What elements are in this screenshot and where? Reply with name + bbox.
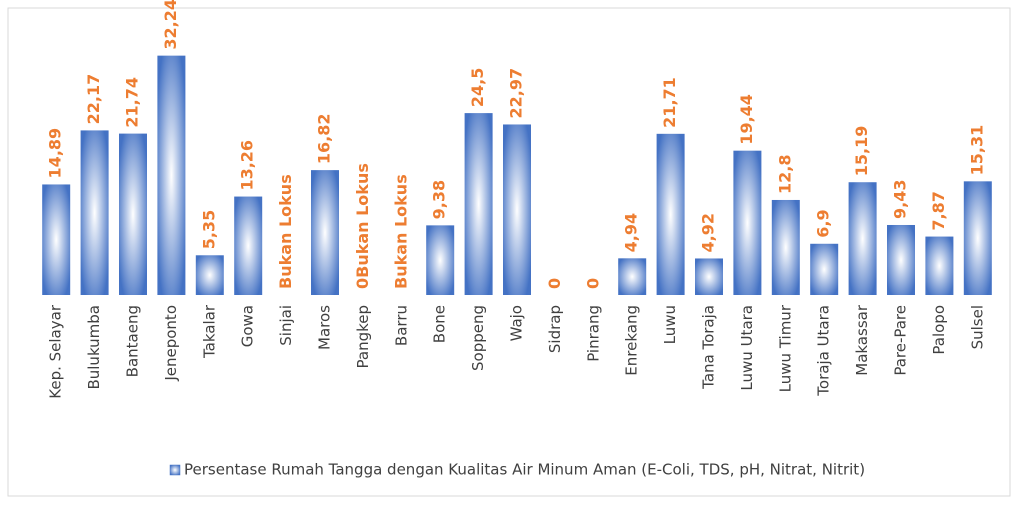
data-label: 22,17 <box>84 74 103 125</box>
data-label: 9,38 <box>430 180 449 219</box>
legend-label: Persentase Rumah Tangga dengan Kualitas … <box>184 461 865 479</box>
x-tick-label: Tana Toraja <box>700 305 718 390</box>
x-tick-label: Bulukumba <box>85 305 103 390</box>
bar <box>695 258 723 295</box>
data-label: 15,31 <box>967 125 986 176</box>
x-tick-label: Bone <box>431 305 449 343</box>
x-tick-label: Palopo <box>930 305 948 355</box>
x-tick-label: Bantaeng <box>124 305 142 377</box>
bar <box>503 124 531 295</box>
x-tick-label: Toraja Utara <box>815 305 833 397</box>
x-tick-label: Sidrap <box>546 305 564 353</box>
legend-swatch <box>169 464 181 476</box>
bar <box>771 199 800 295</box>
data-label: 6,9 <box>814 209 833 237</box>
data-label: 0 <box>545 278 564 289</box>
bar <box>426 225 455 295</box>
x-tick-label: Pinrang <box>584 305 602 362</box>
x-tick-label: Soppeng <box>469 305 487 371</box>
bar <box>848 182 877 295</box>
x-tick-label: Sulsel <box>968 305 986 349</box>
bar <box>464 113 493 295</box>
x-tick-label: Takalar <box>200 304 218 359</box>
bar <box>80 130 109 295</box>
bar <box>157 55 186 295</box>
x-tick-label: Pangkep <box>354 305 372 369</box>
x-tick-label: Wajo <box>508 305 526 341</box>
x-tick-label: Luwu Timur <box>776 304 794 392</box>
data-label: 32,24 <box>161 0 180 50</box>
x-tick-label: Gowa <box>239 305 257 347</box>
x-tick-label: Sinjai <box>277 305 295 346</box>
x-tick-label: Kep. Selayar <box>47 304 65 399</box>
x-tick-label: Luwu Utara <box>738 305 756 391</box>
data-label: 4,92 <box>699 213 718 252</box>
data-label: 15,19 <box>852 126 871 177</box>
data-label: 19,44 <box>737 94 756 145</box>
data-label: 22,97 <box>507 68 526 119</box>
x-tick-label: Jeneponto <box>162 305 180 382</box>
bar <box>618 258 647 295</box>
data-label: 16,82 <box>315 114 334 165</box>
bar <box>195 255 224 295</box>
data-label: 14,89 <box>46 128 65 179</box>
bar <box>119 133 147 295</box>
bar <box>234 196 263 295</box>
data-label: 0Bukan Lokus <box>353 163 372 289</box>
data-label: 21,74 <box>123 77 142 128</box>
data-label: 9,43 <box>891 180 910 219</box>
bar <box>733 150 762 295</box>
data-label: 13,26 <box>238 140 257 191</box>
data-label: Bukan Lokus <box>276 174 295 289</box>
data-label: 0 <box>583 278 602 289</box>
data-label: 4,94 <box>622 213 641 252</box>
bar <box>925 236 954 295</box>
data-label: 7,87 <box>929 191 948 230</box>
x-tick-label: Pare-Pare <box>892 305 910 376</box>
data-label: 21,71 <box>660 77 679 128</box>
bar <box>963 181 992 295</box>
bar <box>810 243 839 295</box>
bar <box>311 170 339 295</box>
data-label: 12,8 <box>775 154 794 193</box>
data-label: 5,35 <box>199 210 218 249</box>
x-tick-label: Maros <box>316 305 334 350</box>
bar <box>656 133 685 295</box>
bar <box>887 224 915 295</box>
bar <box>42 184 71 295</box>
x-tick-label: Luwu <box>661 305 679 344</box>
x-tick-label: Barru <box>392 305 410 346</box>
data-label: 24,5 <box>468 68 487 107</box>
data-label: Bukan Lokus <box>391 174 410 289</box>
x-tick-label: Makassar <box>853 304 871 376</box>
x-tick-label: Enrekang <box>623 305 641 376</box>
